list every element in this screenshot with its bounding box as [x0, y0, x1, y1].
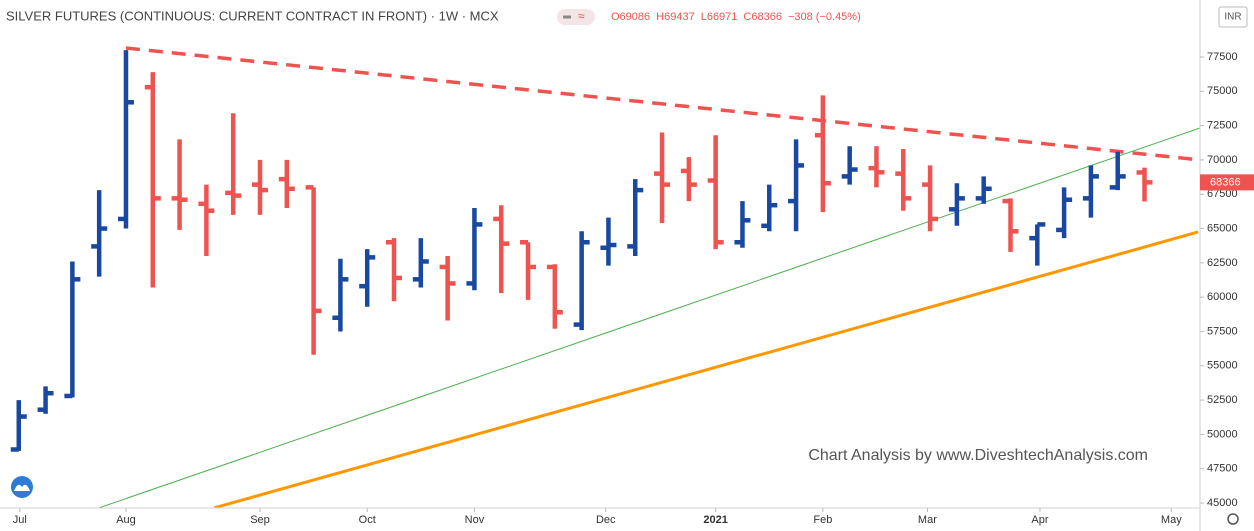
y-tick-label: 75000: [1207, 85, 1238, 97]
x-tick-label: Jul: [13, 514, 27, 526]
y-tick-label: 52500: [1207, 394, 1238, 406]
y-tick-label: 57500: [1207, 325, 1238, 337]
x-tick-label: Dec: [596, 514, 616, 526]
y-tick-label: 55000: [1207, 360, 1238, 372]
logo-glyph: [14, 484, 30, 491]
y-tick-label: 45000: [1207, 497, 1238, 509]
y-tick-label: 72500: [1207, 120, 1238, 132]
trendline: [125, 46, 1200, 162]
trendline: [99, 127, 1200, 508]
y-tick-label: 77500: [1207, 51, 1238, 63]
trendline: [214, 230, 1199, 508]
y-tick-label: 65000: [1207, 222, 1238, 234]
legend-value: O69086: [611, 11, 650, 23]
chart-title: SILVER FUTURES (CONTINUOUS: CURRENT CONT…: [6, 8, 499, 23]
last-price-tag: [1200, 174, 1254, 191]
legend-value: −308 (−0.45%): [788, 11, 861, 23]
x-tick-label: Oct: [359, 514, 376, 526]
x-tick-label: Aug: [116, 514, 136, 526]
x-tick-label: Feb: [813, 514, 832, 526]
legend-value: C68366: [743, 11, 782, 23]
currency-box[interactable]: [1218, 6, 1248, 28]
settings-icon[interactable]: [1227, 513, 1239, 525]
badge-icon: ≈: [578, 9, 585, 23]
x-tick-label: May: [1161, 514, 1182, 526]
last-price-label: 68366: [1210, 176, 1241, 188]
y-tick-label: 70000: [1207, 154, 1238, 166]
legend-value: L66971: [701, 11, 738, 23]
indicator-badge: [557, 9, 595, 25]
y-tick-label: 50000: [1207, 428, 1238, 440]
y-tick-label: 47500: [1207, 463, 1238, 475]
annotation: Chart Analysis by www.DiveshtechAnalysis…: [808, 447, 1148, 464]
x-tick-label: Apr: [1031, 514, 1048, 526]
x-tick-label: 2021: [703, 514, 727, 526]
y-tick-label: 62500: [1207, 257, 1238, 269]
x-tick-label: Mar: [918, 514, 937, 526]
legend-value: H69437: [656, 11, 695, 23]
currency-label: INR: [1224, 12, 1241, 23]
plot-area: [10, 46, 1200, 508]
y-tick-label: 60000: [1207, 291, 1238, 303]
x-tick-label: Sep: [250, 514, 270, 526]
y-tick-label: 67500: [1207, 188, 1238, 200]
x-tick-label: Nov: [465, 514, 485, 526]
